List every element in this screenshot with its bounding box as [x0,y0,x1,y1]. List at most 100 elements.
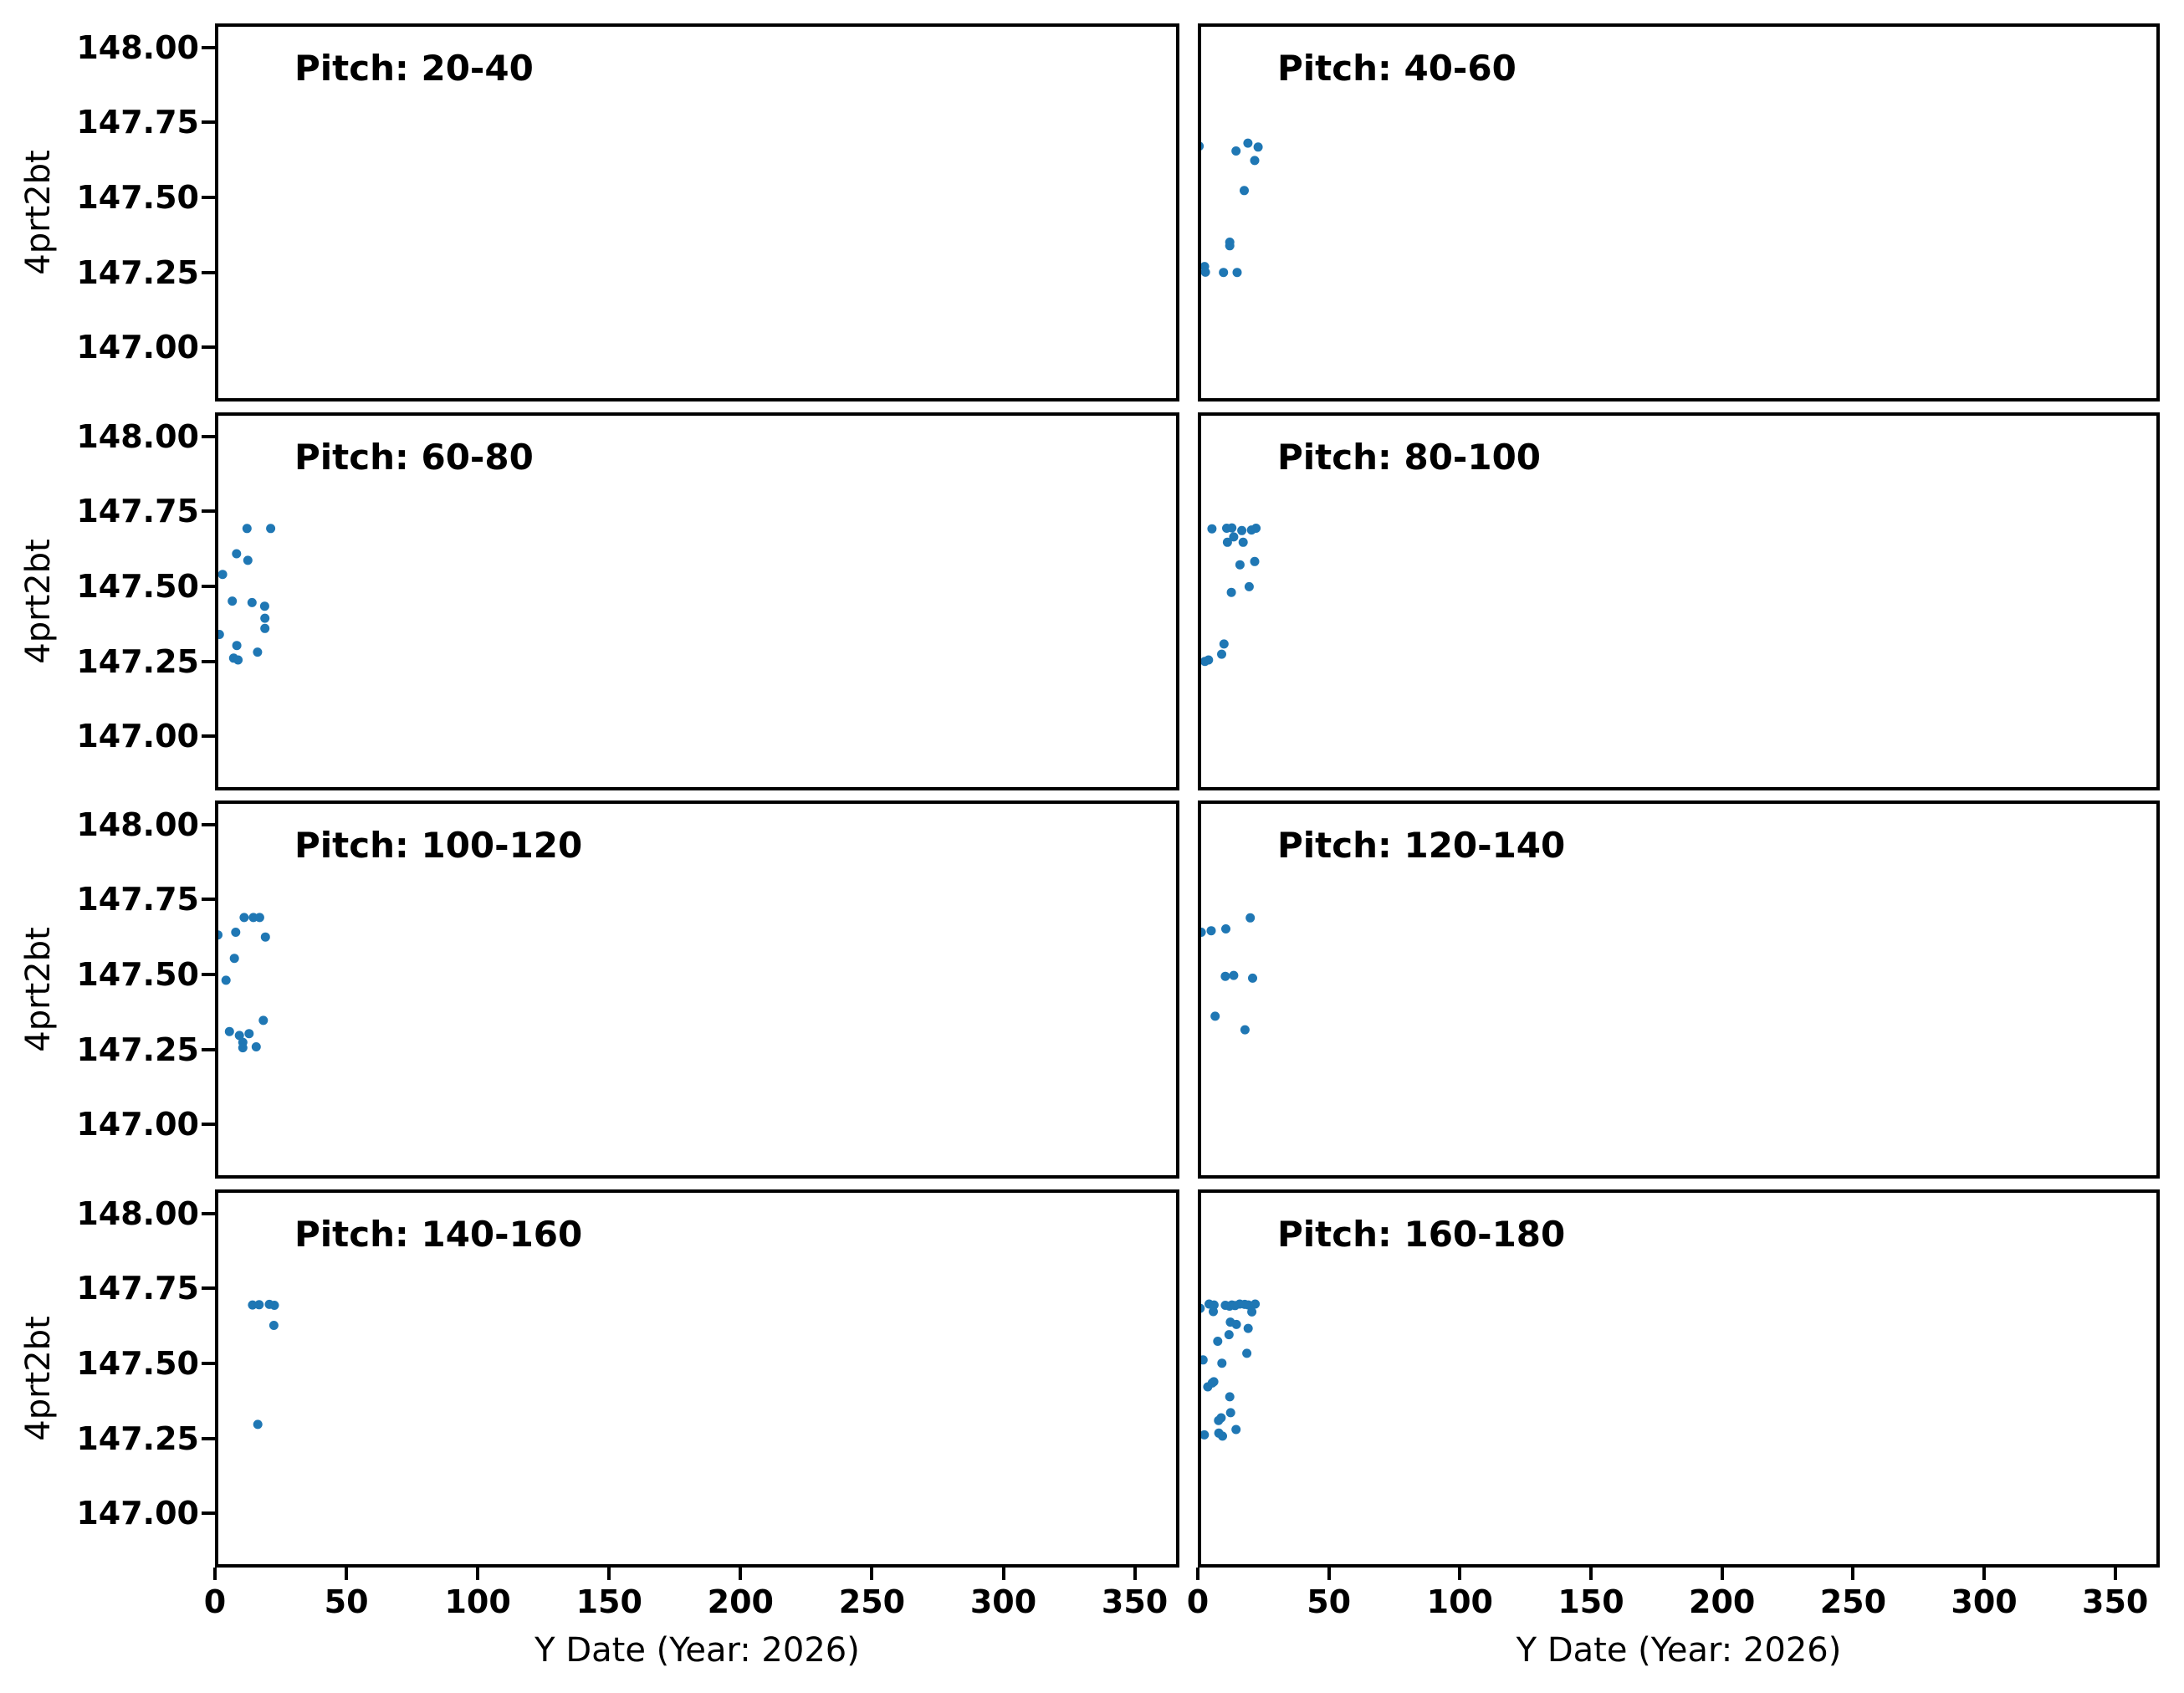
scatter-point [215,930,222,940]
scatter-point [1243,138,1253,148]
scatter-point [1225,241,1235,251]
y-tick-mark [202,509,215,514]
y-tick-label: 147.25 [76,1419,199,1457]
scatter-point [1243,1323,1253,1333]
x-tick-mark [1458,1568,1462,1580]
y-axis-label: 4prt2bt [19,539,58,664]
subplot-pitch-60-80: Pitch: 60-80 [215,412,1179,790]
scatter-point [242,524,252,534]
scatter-point [248,1300,258,1310]
y-tick-mark [202,345,215,350]
y-tick-label: 147.50 [76,1345,199,1383]
y-tick-mark [202,434,215,438]
scatter-point [251,1042,261,1051]
x-tick-mark [345,1568,349,1580]
scatter-point [1244,1300,1253,1310]
y-tick-label: 147.25 [76,642,199,680]
scatter-point [232,641,242,651]
scatter-point [1227,523,1237,533]
scatter-points-canvas [1198,913,1257,1035]
scatter-point [1237,525,1247,535]
y-axis-label: 4prt2bt [19,1316,58,1441]
scatter-point [1209,1307,1218,1317]
scatter-point [1198,928,1206,937]
scatter-point [217,570,228,580]
scatter-points-canvas [1200,523,1261,667]
scatter-point [1253,142,1263,152]
y-tick-label: 147.50 [76,956,199,994]
y-tick-label: 148.00 [76,28,199,66]
subplot-title: Pitch: 80-100 [1277,437,1542,478]
scatter-points-canvas [215,524,276,665]
subplot-title: Pitch: 160-180 [1277,1214,1566,1255]
scatter-point [1247,1307,1257,1317]
x-tick-mark [739,1568,743,1580]
x-tick-label: 350 [2082,1583,2149,1620]
subplot-pitch-120-140: Pitch: 120-140 [1198,800,2160,1179]
scatter-point [254,1300,264,1310]
scatter-point [231,928,241,937]
x-tick-mark [1196,1568,1199,1580]
y-tick-mark [202,196,215,200]
subplot-pitch-80-100: Pitch: 80-100 [1198,412,2160,790]
x-tick-label: 250 [1819,1583,1887,1620]
x-tick-label: 150 [575,1583,642,1620]
y-tick-label: 147.00 [76,329,199,366]
subplot-pitch-160-180: Pitch: 160-180 [1198,1189,2160,1568]
scatter-point [269,1301,279,1310]
scatter-point [1240,1025,1250,1035]
scatter-point [1207,1378,1217,1388]
y-tick-mark [202,45,215,49]
y-tick-label: 148.00 [76,1194,199,1232]
subplot-title: Pitch: 100-120 [294,825,583,866]
y-tick-mark [202,120,215,125]
scatter-point [247,597,257,607]
y-tick-mark [202,270,215,274]
y-tick-label: 147.50 [76,179,199,217]
x-tick-label: 150 [1557,1583,1624,1620]
x-tick-mark [1720,1568,1724,1580]
scatter-points-canvas [248,1299,279,1430]
x-tick-label: 100 [1426,1583,1493,1620]
scatter-point [1231,1424,1241,1435]
scatter-point [1198,1303,1205,1313]
subplot-title: Pitch: 40-60 [1277,48,1517,89]
y-tick-label: 147.75 [76,493,199,530]
scatter-point [1218,1431,1227,1441]
scatter-point [1220,971,1230,981]
scatter-point [1235,560,1245,570]
subplot-title: Pitch: 60-80 [294,437,534,478]
scatter-point [1198,141,1205,151]
scatter-points-canvas [1198,1299,1261,1441]
x-tick-label: 250 [838,1583,906,1620]
y-tick-mark [202,973,215,977]
x-tick-mark [1851,1568,1855,1580]
y-tick-label: 147.25 [76,253,199,291]
x-tick-mark [1001,1568,1005,1580]
scatter-point [1225,1392,1235,1402]
x-tick-mark [870,1568,874,1580]
scatter-point [224,1026,234,1036]
subplot-title: Pitch: 140-160 [294,1214,583,1255]
scatter-point [260,932,270,942]
scatter-point [266,524,276,534]
scatter-point [1224,1330,1234,1340]
x-tick-mark [476,1568,480,1580]
scatter-point [229,954,239,964]
scatter-point [1248,973,1257,983]
x-tick-label: 200 [707,1583,774,1620]
x-tick-mark [607,1568,611,1580]
y-tick-mark [202,1362,215,1366]
scatter-point [1250,156,1260,166]
x-tick-mark [1589,1568,1593,1580]
y-tick-mark [202,822,215,826]
scatter-point [238,1043,248,1053]
y-tick-label: 147.75 [76,104,199,141]
y-tick-label: 147.00 [76,1495,199,1532]
scatter-point [221,975,231,985]
subplot-title: Pitch: 20-40 [294,48,534,89]
scatter-point [1240,186,1249,196]
scatter-point [259,601,269,611]
y-tick-mark [202,659,215,663]
x-tick-label: 50 [324,1583,369,1620]
